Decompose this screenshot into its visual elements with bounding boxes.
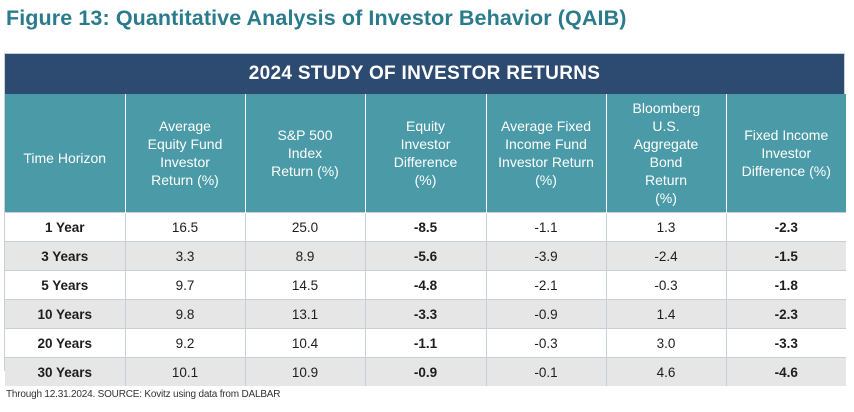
cell-equity-difference: -5.6 xyxy=(364,241,486,271)
cell-fixed-income-fund-return: -0.3 xyxy=(485,328,606,358)
cell-equity-difference: -0.9 xyxy=(364,357,486,386)
cell-sp500-return: 14.5 xyxy=(244,270,365,300)
cell-fixed-income-fund-return: -1.1 xyxy=(485,212,606,242)
col-header-equity-fund-return: Average Equity Fund Investor Return (%) xyxy=(124,94,245,213)
cell-fixed-income-difference: -2.3 xyxy=(725,212,846,242)
cell-equity-fund-return: 9.8 xyxy=(124,299,245,329)
col-header-fixed-income-fund-return: Average Fixed Income Fund Investor Retur… xyxy=(485,94,606,213)
table-row: 30 Years 10.1 10.9 -0.9 -0.1 4.6 -4.6 xyxy=(5,357,846,386)
cell-fixed-income-fund-return: -2.1 xyxy=(485,270,606,300)
cell-fixed-income-difference: -3.3 xyxy=(725,328,846,358)
cell-equity-fund-return: 9.7 xyxy=(124,270,245,300)
cell-time-horizon: 1 Year xyxy=(5,212,125,242)
cell-fixed-income-fund-return: -3.9 xyxy=(485,241,606,271)
table-row: 1 Year 16.5 25.0 -8.5 -1.1 1.3 -2.3 xyxy=(5,212,846,242)
cell-equity-fund-return: 16.5 xyxy=(124,212,245,242)
cell-equity-fund-return: 10.1 xyxy=(124,357,245,386)
source-note: Through 12.31.2024. SOURCE: Kovitz using… xyxy=(6,389,281,400)
col-header-time-horizon: Time Horizon xyxy=(5,94,125,213)
table-body: 1 Year 16.5 25.0 -8.5 -1.1 1.3 -2.3 3 Years 3.3 8… xyxy=(5,212,846,386)
cell-time-horizon: 20 Years xyxy=(5,328,125,358)
cell-fixed-income-difference: -4.6 xyxy=(725,357,846,386)
cell-sp500-return: 13.1 xyxy=(244,299,365,329)
cell-time-horizon: 3 Years xyxy=(5,241,125,271)
col-header-fixed-income-difference: Fixed Income Investor Difference (%) xyxy=(725,94,846,213)
cell-equity-difference: -1.1 xyxy=(364,328,486,358)
cell-equity-fund-return: 3.3 xyxy=(124,241,245,271)
col-header-bloomberg-agg-return: Bloomberg U.S. Aggregate Bond Return (%) xyxy=(605,94,726,213)
table-row: 20 Years 9.2 10.4 -1.1 -0.3 3.0 -3.3 xyxy=(5,328,846,358)
cell-fixed-income-fund-return: -0.9 xyxy=(485,299,606,329)
cell-sp500-return: 25.0 xyxy=(244,212,365,242)
cell-fixed-income-difference: -2.3 xyxy=(725,299,846,329)
col-header-equity-difference: Equity Investor Difference (%) xyxy=(364,94,486,213)
cell-sp500-return: 10.4 xyxy=(244,328,365,358)
cell-fixed-income-fund-return: -0.1 xyxy=(485,357,606,386)
cell-bloomberg-agg-return: 1.4 xyxy=(605,299,726,329)
cell-equity-difference: -3.3 xyxy=(364,299,486,329)
cell-equity-difference: -8.5 xyxy=(364,212,486,242)
cell-equity-fund-return: 9.2 xyxy=(124,328,245,358)
cell-bloomberg-agg-return: -0.3 xyxy=(605,270,726,300)
table-banner: 2024 STUDY OF INVESTOR RETURNS xyxy=(5,54,844,94)
cell-bloomberg-agg-return: 1.3 xyxy=(605,212,726,242)
table-row: 3 Years 3.3 8.9 -5.6 -3.9 -2.4 -1.5 xyxy=(5,241,846,271)
cell-time-horizon: 30 Years xyxy=(5,357,125,386)
table-row: 10 Years 9.8 13.1 -3.3 -0.9 1.4 -2.3 xyxy=(5,299,846,329)
cell-sp500-return: 8.9 xyxy=(244,241,365,271)
cell-fixed-income-difference: -1.5 xyxy=(725,241,846,271)
table-row: 5 Years 9.7 14.5 -4.8 -2.1 -0.3 -1.8 xyxy=(5,270,846,300)
col-header-sp500-return: S&P 500 Index Return (%) xyxy=(244,94,365,213)
returns-table: Time Horizon Average Equity Fund Investo… xyxy=(5,94,846,386)
cell-fixed-income-difference: -1.8 xyxy=(725,270,846,300)
cell-bloomberg-agg-return: 4.6 xyxy=(605,357,726,386)
cell-bloomberg-agg-return: 3.0 xyxy=(605,328,726,358)
cell-bloomberg-agg-return: -2.4 xyxy=(605,241,726,271)
figure-title: Figure 13: Quantitative Analysis of Inve… xyxy=(6,6,627,30)
cell-sp500-return: 10.9 xyxy=(244,357,365,386)
cell-time-horizon: 5 Years xyxy=(5,270,125,300)
cell-time-horizon: 10 Years xyxy=(5,299,125,329)
header-row: Time Horizon Average Equity Fund Investo… xyxy=(5,94,846,213)
cell-equity-difference: -4.8 xyxy=(364,270,486,300)
investor-returns-table: 2024 STUDY OF INVESTOR RETURNS Time Hori… xyxy=(4,53,846,386)
